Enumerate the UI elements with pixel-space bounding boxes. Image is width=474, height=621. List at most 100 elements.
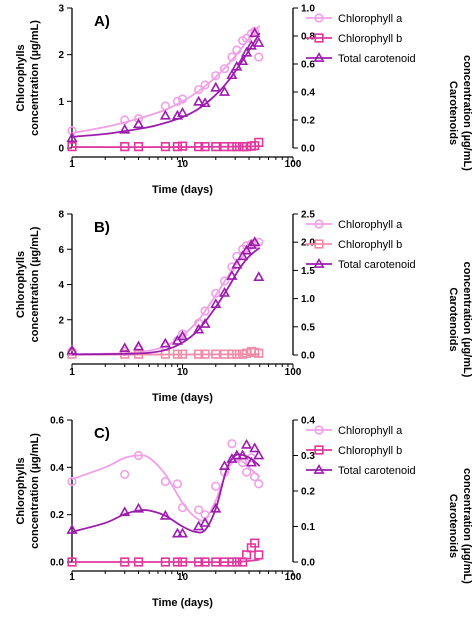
data-point xyxy=(211,481,221,491)
data-point xyxy=(133,557,144,567)
y-left-tick-label: 0.6 xyxy=(50,416,64,427)
x-axis-title: Time (days) xyxy=(152,597,213,609)
y-right-tick-label: 0.5 xyxy=(301,322,315,333)
data-point xyxy=(66,132,78,143)
y-left-tick-label: 0 xyxy=(58,144,64,155)
data-point xyxy=(67,142,77,152)
y-left-tick-label: 2 xyxy=(58,50,64,61)
data-point xyxy=(249,236,261,247)
y-left-axis-title: Chlorophylls xyxy=(15,457,27,524)
panel-c: 1 10 100 Time (days) 0.0 0.2 0.4 0.6 0.0 0.1 0.2 0.… xyxy=(15,416,473,610)
data-point xyxy=(226,69,238,80)
data-point xyxy=(253,37,265,47)
data-point xyxy=(193,95,205,106)
data-point xyxy=(133,450,144,461)
y-left-axis-title: concentration (µg/mL) xyxy=(29,433,41,549)
y-right-tick-label: 0.2 xyxy=(301,116,315,127)
data-point xyxy=(210,502,222,513)
legend-label: Chlorophyll b xyxy=(338,239,402,251)
data-point xyxy=(199,317,211,328)
y-left-tick-label: 0.2 xyxy=(50,510,64,521)
data-point xyxy=(245,39,257,50)
data-point xyxy=(172,96,183,106)
legend-label: Chlorophyll a xyxy=(338,13,403,25)
data-point xyxy=(218,460,231,470)
data-point xyxy=(250,472,260,482)
data-point xyxy=(177,349,188,359)
data-point xyxy=(254,52,264,62)
data-point xyxy=(120,469,130,480)
x-tick-label: 1 xyxy=(69,572,75,583)
y-left-tick-label: 3 xyxy=(58,4,64,15)
data-point xyxy=(120,349,130,359)
legend-marker xyxy=(314,13,324,23)
data-point xyxy=(250,538,260,548)
data-point xyxy=(194,505,204,515)
data-point xyxy=(211,71,221,81)
legend-marker xyxy=(314,425,324,435)
data-point xyxy=(241,46,253,57)
data-point xyxy=(253,271,265,282)
data-point xyxy=(119,342,131,353)
y-right-axis-title: concentration (µg/mL) xyxy=(461,55,473,171)
legend-marker xyxy=(314,239,324,249)
x-tick-label: 100 xyxy=(285,572,302,583)
y-left-tick-label: 0 xyxy=(58,351,64,362)
y-right-tick-label: 0.0 xyxy=(301,351,315,362)
panel-label: C) xyxy=(94,425,110,442)
data-point xyxy=(133,142,144,152)
data-point xyxy=(119,123,131,134)
data-point xyxy=(226,270,238,280)
series-chlorophyll-a xyxy=(67,25,264,136)
data-point xyxy=(120,115,130,125)
legend-label: Total carotenoid xyxy=(338,259,416,271)
y-left-tick-label: 4 xyxy=(58,280,64,291)
data-point xyxy=(241,438,253,449)
y-left-axis-title: Chlorophylls xyxy=(15,44,27,111)
data-point xyxy=(194,85,204,95)
y-right-tick-label: 0.0 xyxy=(301,558,315,569)
y-left-tick-label: 0.4 xyxy=(50,463,64,474)
x-tick-label: 100 xyxy=(285,159,302,170)
data-point xyxy=(176,330,189,341)
y-right-axis-title: concentration (µg/mL) xyxy=(461,468,473,584)
y-right-axis-title: Carotenoids xyxy=(447,287,459,351)
y-right-tick-label: 1.0 xyxy=(301,4,315,15)
data-point xyxy=(177,141,188,151)
y-right-tick-label: 1.5 xyxy=(301,266,315,277)
panel-label: A) xyxy=(94,13,110,30)
data-point xyxy=(254,550,264,560)
y-right-tick-label: 0.4 xyxy=(301,88,315,99)
y-left-axis-title: concentration (µg/mL) xyxy=(29,20,41,136)
y-left-axis-title: Chlorophylls xyxy=(15,251,27,318)
data-point xyxy=(66,344,78,355)
legend-label: Total carotenoid xyxy=(338,53,416,65)
data-point xyxy=(177,329,188,339)
legend-label: Chlorophyll a xyxy=(338,425,403,437)
data-point xyxy=(160,101,170,111)
data-point xyxy=(159,109,171,120)
data-point xyxy=(211,349,221,359)
legend-label: Chlorophyll b xyxy=(338,33,402,45)
data-point xyxy=(232,45,242,55)
data-point xyxy=(160,476,170,487)
data-point xyxy=(177,502,188,513)
data-point xyxy=(200,142,210,152)
series-fit-line xyxy=(72,558,260,564)
data-point xyxy=(245,456,257,467)
x-axis-title: Time (days) xyxy=(152,184,213,196)
data-point xyxy=(231,449,243,460)
data-point xyxy=(254,137,264,147)
series-fit-line xyxy=(71,243,261,356)
data-point xyxy=(219,64,230,74)
y-left-tick-label: 2 xyxy=(58,315,64,326)
data-point xyxy=(200,349,210,359)
data-point xyxy=(132,340,145,351)
legend-label: Total carotenoid xyxy=(338,465,416,477)
data-point xyxy=(120,557,130,567)
y-right-axis-title: concentration (µg/mL) xyxy=(461,262,473,378)
data-point xyxy=(227,439,237,449)
